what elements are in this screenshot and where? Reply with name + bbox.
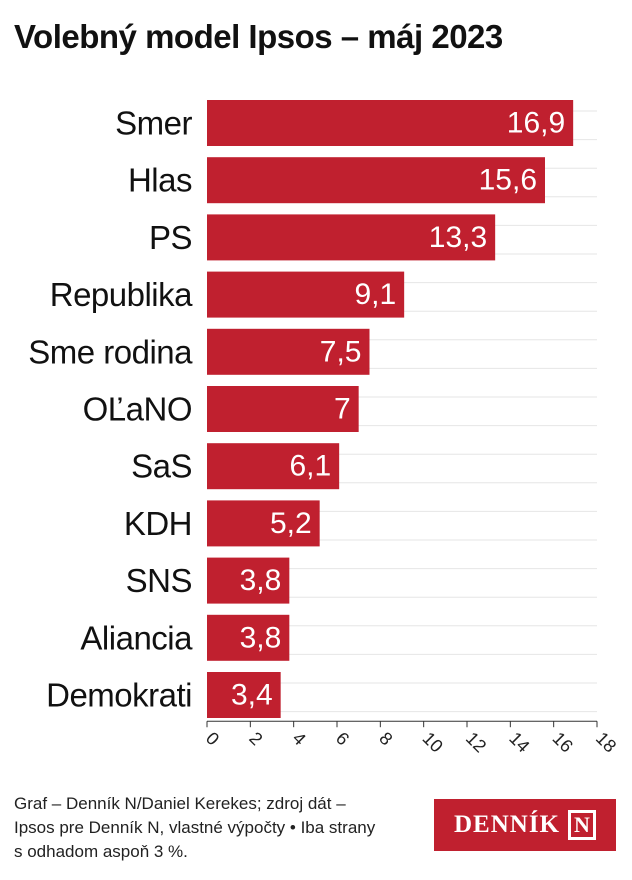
bar-republika — [207, 271, 405, 318]
category-label: SNS — [126, 562, 192, 599]
x-tick-label: 6 — [332, 728, 353, 749]
value-label: 16,9 — [507, 107, 565, 140]
footer-credits: Graf – Denník N/Daniel Kerekes; zdroj dá… — [14, 792, 424, 864]
footer-line-1: Graf – Denník N/Daniel Kerekes; zdroj dá… — [14, 794, 346, 813]
chart-title: Volebný model Ipsos – máj 2023 — [14, 18, 503, 55]
value-label: 3,8 — [240, 621, 282, 654]
value-label: 7,5 — [320, 335, 362, 368]
category-label: PS — [149, 219, 192, 256]
x-tick-label: 2 — [245, 728, 266, 749]
value-label: 3,8 — [240, 564, 282, 597]
value-label: 5,2 — [270, 507, 312, 540]
logo-mark: N — [568, 810, 596, 840]
x-tick-label: 18 — [592, 728, 620, 756]
category-label: Smer — [115, 105, 192, 142]
logo-text: DENNÍK — [453, 811, 560, 838]
x-tick-label: 10 — [419, 728, 447, 756]
x-tick-label: 12 — [462, 728, 490, 756]
value-label: 15,6 — [479, 164, 537, 197]
category-label: Sme rodina — [28, 333, 193, 370]
category-label: Republika — [50, 276, 193, 313]
category-label: Demokrati — [46, 677, 192, 714]
x-tick-label: 14 — [505, 728, 533, 756]
value-label: 7 — [334, 393, 351, 426]
dennik-n-logo: DENNÍK N — [434, 799, 616, 851]
bar-sns — [207, 557, 290, 604]
category-label: Hlas — [128, 162, 192, 199]
bar-demokrati — [207, 672, 281, 718]
x-tick-label: 8 — [375, 728, 396, 749]
bar-kdh — [207, 500, 320, 547]
x-tick-label: 0 — [202, 728, 223, 749]
x-tick-label: 16 — [549, 728, 577, 756]
bar-sme-rodina — [207, 328, 370, 375]
bar-oľano — [207, 386, 359, 432]
bar-smer — [207, 100, 574, 146]
footer-line-3: s odhadom aspoň 3 %. — [14, 842, 188, 861]
category-label: SaS — [131, 448, 192, 485]
bar-ps — [207, 214, 496, 261]
bar-chart: Smer 16,9 Hlas 15,6 PS 13,3 Republika 9,1 Sme ro… — [28, 100, 620, 756]
value-label: 13,3 — [429, 221, 487, 254]
bar-hlas — [207, 157, 545, 204]
category-label: KDH — [124, 505, 192, 542]
footer-line-2: Ipsos pre Denník N, vlastné výpočty • Ib… — [14, 818, 376, 837]
category-label: Aliancia — [80, 619, 193, 656]
value-label: 3,4 — [231, 679, 273, 712]
bar-sas — [207, 443, 340, 490]
category-label: OĽaNO — [83, 391, 192, 428]
x-tick-label: 4 — [289, 728, 310, 749]
value-label: 6,1 — [289, 450, 331, 483]
value-label: 9,1 — [354, 278, 396, 311]
bar-aliancia — [207, 614, 290, 661]
